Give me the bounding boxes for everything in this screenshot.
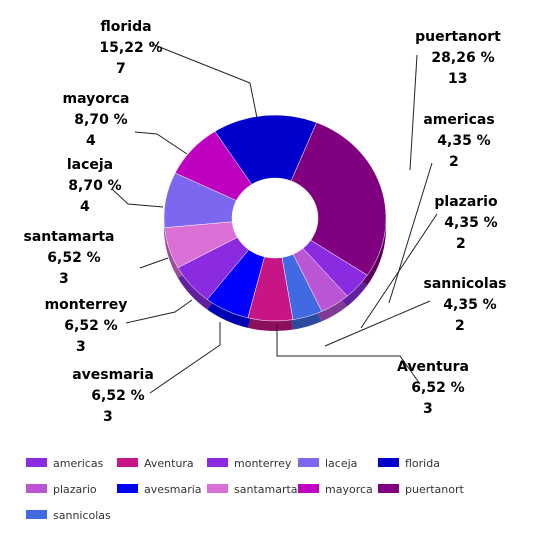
slice-percent-americas: 4,35 %	[437, 133, 490, 149]
slice-percent-laceja: 8,70 %	[68, 178, 121, 194]
slice-label-americas: americas 4,35 % 2	[423, 112, 494, 170]
legend-swatch-sannicolas	[26, 510, 47, 519]
slice-name-laceja: laceja	[67, 157, 113, 173]
legend-swatch-mayorca	[298, 484, 319, 493]
legend-label-avesmaria: avesmaria	[144, 483, 202, 496]
legend-item-mayorca: mayorca	[298, 483, 373, 496]
legend-swatch-monterrey	[207, 458, 228, 467]
leader-line-laceja	[111, 188, 164, 208]
leader-lines	[111, 43, 438, 394]
slice-name-puertanort: puertanort	[415, 29, 501, 45]
slice-name-mayorca: mayorca	[63, 91, 130, 107]
slice-label-aventura: Aventura 6,52 % 3	[397, 359, 469, 417]
slice-count-avesmaria: 3	[103, 409, 113, 425]
legend-item-sannicolas: sannicolas	[26, 509, 111, 522]
legend-item-aventura: Aventura	[117, 457, 194, 470]
slice-label-monterrey: monterrey 6,52 % 3	[45, 297, 128, 355]
leader-line-americas	[388, 162, 433, 304]
donut-slices	[163, 114, 387, 322]
legend-label-aventura: Aventura	[144, 457, 194, 470]
slice-label-florida: florida 15,22 % 7	[99, 19, 162, 77]
slice-count-plazario: 2	[456, 236, 466, 252]
slice-label-plazario: plazario 4,35 % 2	[434, 194, 498, 252]
legend-swatch-avesmaria	[117, 484, 138, 493]
legend-item-laceja: laceja	[298, 457, 357, 470]
legend-item-americas: americas	[26, 457, 104, 470]
legend: americas Aventura monterrey laceja florida pl…	[26, 457, 465, 522]
slice-percent-monterrey: 6,52 %	[64, 318, 117, 334]
slice-label-laceja: laceja 8,70 % 4	[67, 157, 122, 215]
legend-label-mayorca: mayorca	[325, 483, 373, 496]
legend-label-santamarta: santamarta	[234, 483, 298, 496]
legend-label-florida: florida	[405, 457, 440, 470]
legend-swatch-puertanort	[378, 484, 399, 493]
slice-count-sannicolas: 2	[455, 318, 465, 334]
legend-item-florida: florida	[378, 457, 440, 470]
leader-line-mayorca	[134, 131, 188, 155]
slice-count-laceja: 4	[80, 199, 90, 215]
slice-name-florida: florida	[100, 19, 151, 35]
legend-swatch-plazario	[26, 484, 47, 493]
legend-item-puertanort: puertanort	[378, 483, 465, 496]
slice-count-monterrey: 3	[76, 339, 86, 355]
slice-label-puertanort: puertanort 28,26 % 13	[415, 29, 501, 87]
slice-count-mayorca: 4	[86, 133, 96, 149]
slice-percent-plazario: 4,35 %	[444, 215, 497, 231]
slice-count-santamarta: 3	[59, 271, 69, 287]
legend-item-santamarta: santamarta	[207, 483, 298, 496]
leader-line-aventura	[276, 324, 421, 385]
leader-line-florida	[151, 43, 258, 119]
slice-label-sannicolas: sannicolas 4,35 % 2	[423, 276, 506, 334]
legend-label-sannicolas: sannicolas	[53, 509, 111, 522]
slice-name-americas: americas	[423, 112, 494, 128]
leader-line-puertanort	[409, 54, 418, 171]
legend-swatch-florida	[378, 458, 399, 467]
legend-label-laceja: laceja	[325, 457, 357, 470]
leader-line-avesmaria	[149, 322, 221, 394]
legend-swatch-aventura	[117, 458, 138, 467]
slice-count-aventura: 3	[423, 401, 433, 417]
legend-item-plazario: plazario	[26, 483, 97, 496]
slice-percent-puertanort: 28,26 %	[431, 50, 494, 66]
legend-item-monterrey: monterrey	[207, 457, 292, 470]
leader-line-sannicolas	[324, 300, 431, 347]
slice-label-avesmaria: avesmaria 6,52 % 3	[72, 367, 154, 425]
slice-name-aventura: Aventura	[397, 359, 469, 375]
legend-label-americas: americas	[53, 457, 104, 470]
slice-count-puertanort: 13	[448, 71, 467, 87]
slice-label-mayorca: mayorca 8,70 % 4	[63, 91, 130, 149]
slice-percent-sannicolas: 4,35 %	[443, 297, 496, 313]
slice-name-plazario: plazario	[434, 194, 498, 210]
donut-hole	[232, 178, 318, 258]
slice-count-americas: 2	[449, 154, 459, 170]
slice-label-santamarta: santamarta 6,52 % 3	[24, 229, 115, 287]
slice-percent-avesmaria: 6,52 %	[91, 388, 144, 404]
legend-item-avesmaria: avesmaria	[117, 483, 202, 496]
slice-percent-florida: 15,22 %	[99, 40, 162, 56]
legend-label-monterrey: monterrey	[234, 457, 292, 470]
slice-percent-mayorca: 8,70 %	[74, 112, 127, 128]
leader-line-plazario	[360, 213, 438, 329]
leader-line-monterrey	[125, 299, 193, 324]
slice-percent-santamarta: 6,52 %	[47, 250, 100, 266]
slice-count-florida: 7	[116, 61, 126, 77]
legend-swatch-americas	[26, 458, 47, 467]
slice-name-avesmaria: avesmaria	[72, 367, 154, 383]
legend-label-plazario: plazario	[53, 483, 97, 496]
legend-swatch-santamarta	[207, 484, 228, 493]
leader-line-santamarta	[139, 257, 169, 269]
slice-name-sannicolas: sannicolas	[423, 276, 506, 292]
legend-label-puertanort: puertanort	[405, 483, 465, 496]
slice-percent-aventura: 6,52 %	[411, 380, 464, 396]
slice-name-monterrey: monterrey	[45, 297, 128, 313]
slice-name-santamarta: santamarta	[24, 229, 115, 245]
legend-swatch-laceja	[298, 458, 319, 467]
